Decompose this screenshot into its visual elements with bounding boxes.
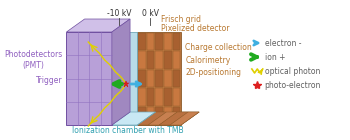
Polygon shape: [173, 32, 181, 50]
Polygon shape: [147, 70, 154, 87]
Polygon shape: [155, 70, 163, 87]
Text: -10 kV: -10 kV: [107, 9, 131, 18]
Polygon shape: [164, 32, 172, 50]
Polygon shape: [159, 112, 188, 125]
Text: electron -: electron -: [266, 38, 302, 47]
Polygon shape: [173, 51, 181, 69]
Text: Photodetectors
(PMT): Photodetectors (PMT): [5, 50, 63, 70]
Polygon shape: [137, 112, 166, 125]
Polygon shape: [147, 32, 154, 50]
Polygon shape: [112, 19, 130, 125]
Polygon shape: [155, 32, 163, 50]
Polygon shape: [170, 112, 199, 125]
Text: ion +: ion +: [266, 52, 286, 61]
Polygon shape: [147, 88, 154, 106]
Polygon shape: [138, 88, 146, 106]
Polygon shape: [138, 107, 146, 124]
Polygon shape: [155, 88, 163, 106]
Text: photo-electron: photo-electron: [265, 80, 321, 89]
Polygon shape: [155, 107, 163, 124]
Polygon shape: [155, 51, 163, 69]
Text: 0 kV: 0 kV: [141, 9, 159, 18]
Polygon shape: [66, 19, 130, 32]
Polygon shape: [164, 70, 172, 87]
Polygon shape: [147, 107, 154, 124]
Polygon shape: [112, 32, 137, 125]
Polygon shape: [112, 112, 155, 125]
Polygon shape: [138, 70, 146, 87]
Polygon shape: [138, 32, 146, 50]
Text: Ionization chamber with TMB: Ionization chamber with TMB: [72, 126, 184, 135]
Polygon shape: [148, 112, 177, 125]
Polygon shape: [173, 88, 181, 106]
Text: optical photon: optical photon: [265, 66, 320, 75]
Polygon shape: [137, 112, 199, 125]
Polygon shape: [164, 51, 172, 69]
Polygon shape: [137, 32, 181, 125]
Text: Trigger: Trigger: [36, 75, 63, 85]
Polygon shape: [164, 88, 172, 106]
Polygon shape: [66, 32, 112, 125]
Text: Frisch grid: Frisch grid: [161, 15, 201, 24]
Polygon shape: [173, 107, 181, 124]
Text: Charge collection
Calorimetry
2D-positioning: Charge collection Calorimetry 2D-positio…: [186, 43, 252, 77]
Polygon shape: [181, 112, 199, 125]
Text: Pixelized detector: Pixelized detector: [161, 24, 230, 32]
Polygon shape: [173, 70, 181, 87]
Polygon shape: [147, 51, 154, 69]
Polygon shape: [137, 112, 155, 125]
Polygon shape: [138, 51, 146, 69]
Polygon shape: [164, 107, 172, 124]
